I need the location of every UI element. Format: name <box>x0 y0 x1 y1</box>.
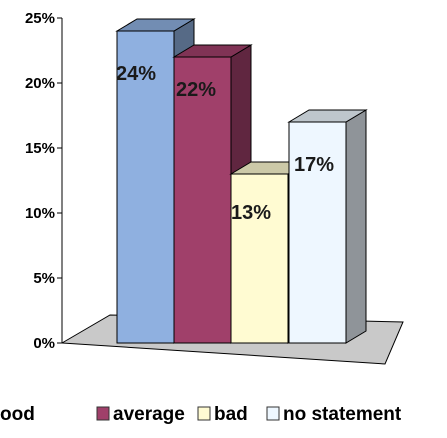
bar-no-statement <box>287 109 368 344</box>
y-tick-label: 20% <box>25 75 55 92</box>
y-tick-label: 10% <box>25 205 55 222</box>
bar-front <box>230 173 289 344</box>
data-labels: 24% 22% 13% 17% <box>116 63 334 224</box>
bar-front <box>288 121 347 344</box>
legend-item: bad <box>197 404 248 425</box>
legend-swatch <box>96 406 110 421</box>
legend-label: no statement <box>283 404 402 425</box>
y-tick-label: 25% <box>25 10 55 27</box>
legend-label: average <box>113 404 185 425</box>
y-axis: 0% 5% 10% 15% 20% 25% <box>25 10 63 352</box>
y-tick-label: 0% <box>33 335 55 352</box>
bar-side <box>345 109 367 344</box>
legend-item: average <box>96 404 185 425</box>
data-label: 17% <box>294 154 334 176</box>
legend-item: ood <box>0 404 35 425</box>
legend-item: no statement <box>266 404 402 425</box>
y-tick-label: 5% <box>33 270 55 287</box>
data-label: 22% <box>176 79 216 101</box>
legend-label: bad <box>214 404 248 425</box>
data-label: 24% <box>116 63 156 85</box>
bars <box>115 18 368 344</box>
legend: ood average bad no statement <box>0 404 402 425</box>
legend-swatch <box>266 406 280 421</box>
bar-front <box>173 56 232 344</box>
y-tick-label: 15% <box>25 140 55 157</box>
legend-swatch <box>197 406 211 421</box>
data-label: 13% <box>231 202 271 224</box>
legend-label: ood <box>0 404 35 425</box>
